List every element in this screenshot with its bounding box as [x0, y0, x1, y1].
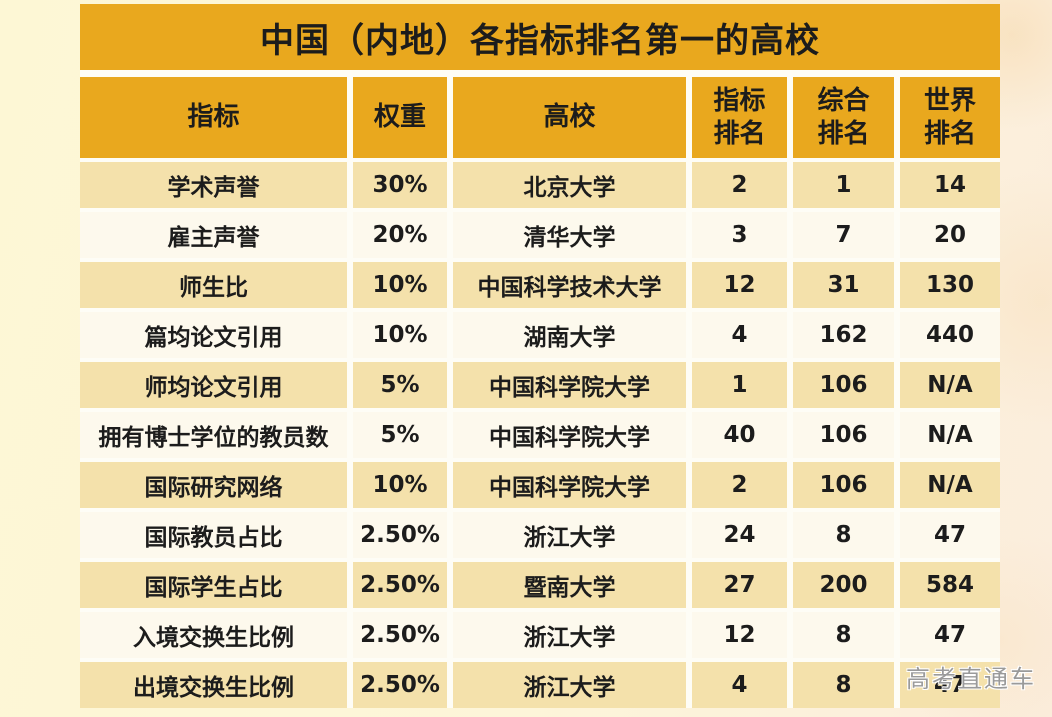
table-cell: 10% — [353, 262, 447, 308]
table-cell: 国际研究网络 — [80, 462, 347, 508]
table-cell: 清华大学 — [453, 212, 686, 258]
table-cell: 440 — [900, 312, 1000, 358]
table-cell: 106 — [793, 462, 894, 508]
table-cell: 27 — [692, 562, 787, 608]
table-cell: 雇主声誉 — [80, 212, 347, 258]
table-cell: 47 — [900, 612, 1000, 658]
table-cell: 8 — [793, 512, 894, 558]
table-cell: N/A — [900, 412, 1000, 458]
table-cell: 7 — [793, 212, 894, 258]
table-cell: 2 — [692, 462, 787, 508]
table-cell: 暨南大学 — [453, 562, 686, 608]
table-cell: N/A — [900, 462, 1000, 508]
table-cell: 国际教员占比 — [80, 512, 347, 558]
table-cell: 浙江大学 — [453, 512, 686, 558]
column-header-weight: 权重 — [353, 77, 447, 158]
table-cell: 2 — [692, 162, 787, 208]
ranking-table: 指标 权重 高校 指标 排名 综合 排名 世界 排名 学术声誉 30% 北京大学… — [80, 77, 1000, 708]
table-cell: N/A — [900, 362, 1000, 408]
table-cell: 中国科学院大学 — [453, 412, 686, 458]
table-cell: 20 — [900, 212, 1000, 258]
table-cell: 10% — [353, 312, 447, 358]
column-header-indicator: 指标 — [80, 77, 347, 158]
table-cell: 47 — [900, 512, 1000, 558]
table-cell: 师生比 — [80, 262, 347, 308]
table-cell: 4 — [692, 662, 787, 708]
table-cell: 2.50% — [353, 662, 447, 708]
table-cell: 12 — [692, 612, 787, 658]
table-cell: 1 — [793, 162, 894, 208]
table-cell: 中国科学院大学 — [453, 362, 686, 408]
ranking-table-wrap: 中国（内地）各指标排名第一的高校 指标 权重 高校 指标 排名 综合 排名 世界… — [80, 4, 1000, 708]
table-cell: 1 — [692, 362, 787, 408]
table-cell: 10% — [353, 462, 447, 508]
column-header-overall-rank: 综合 排名 — [793, 77, 894, 158]
watermark: 高考直通车 — [906, 665, 1036, 693]
table-cell: 8 — [793, 612, 894, 658]
table-cell: 584 — [900, 562, 1000, 608]
table-cell: 湖南大学 — [453, 312, 686, 358]
table-cell: 国际学生占比 — [80, 562, 347, 608]
table-cell: 入境交换生比例 — [80, 612, 347, 658]
table-cell: 拥有博士学位的教员数 — [80, 412, 347, 458]
table-cell: 浙江大学 — [453, 662, 686, 708]
table-cell: 3 — [692, 212, 787, 258]
table-cell: 浙江大学 — [453, 612, 686, 658]
table-cell: 5% — [353, 412, 447, 458]
table-cell: 2.50% — [353, 612, 447, 658]
table-cell: 20% — [353, 212, 447, 258]
table-cell: 47 — [900, 662, 1000, 708]
table-cell: 106 — [793, 362, 894, 408]
table-cell: 14 — [900, 162, 1000, 208]
table-cell: 24 — [692, 512, 787, 558]
column-header-world-rank: 世界 排名 — [900, 77, 1000, 158]
table-cell: 中国科学技术大学 — [453, 262, 686, 308]
table-cell: 12 — [692, 262, 787, 308]
table-title: 中国（内地）各指标排名第一的高校 — [80, 4, 1000, 70]
table-cell: 30% — [353, 162, 447, 208]
table-cell: 31 — [793, 262, 894, 308]
table-cell: 106 — [793, 412, 894, 458]
table-cell: 5% — [353, 362, 447, 408]
table-cell: 2.50% — [353, 512, 447, 558]
table-cell: 40 — [692, 412, 787, 458]
table-cell: 8 — [793, 662, 894, 708]
table-cell: 162 — [793, 312, 894, 358]
table-cell: 出境交换生比例 — [80, 662, 347, 708]
table-cell: 学术声誉 — [80, 162, 347, 208]
table-cell: 4 — [692, 312, 787, 358]
table-cell: 2.50% — [353, 562, 447, 608]
column-header-indicator-rank: 指标 排名 — [692, 77, 787, 158]
table-cell: 师均论文引用 — [80, 362, 347, 408]
table-cell: 200 — [793, 562, 894, 608]
table-cell: 篇均论文引用 — [80, 312, 347, 358]
table-cell: 中国科学院大学 — [453, 462, 686, 508]
column-header-university: 高校 — [453, 77, 686, 158]
table-cell: 130 — [900, 262, 1000, 308]
table-cell: 北京大学 — [453, 162, 686, 208]
